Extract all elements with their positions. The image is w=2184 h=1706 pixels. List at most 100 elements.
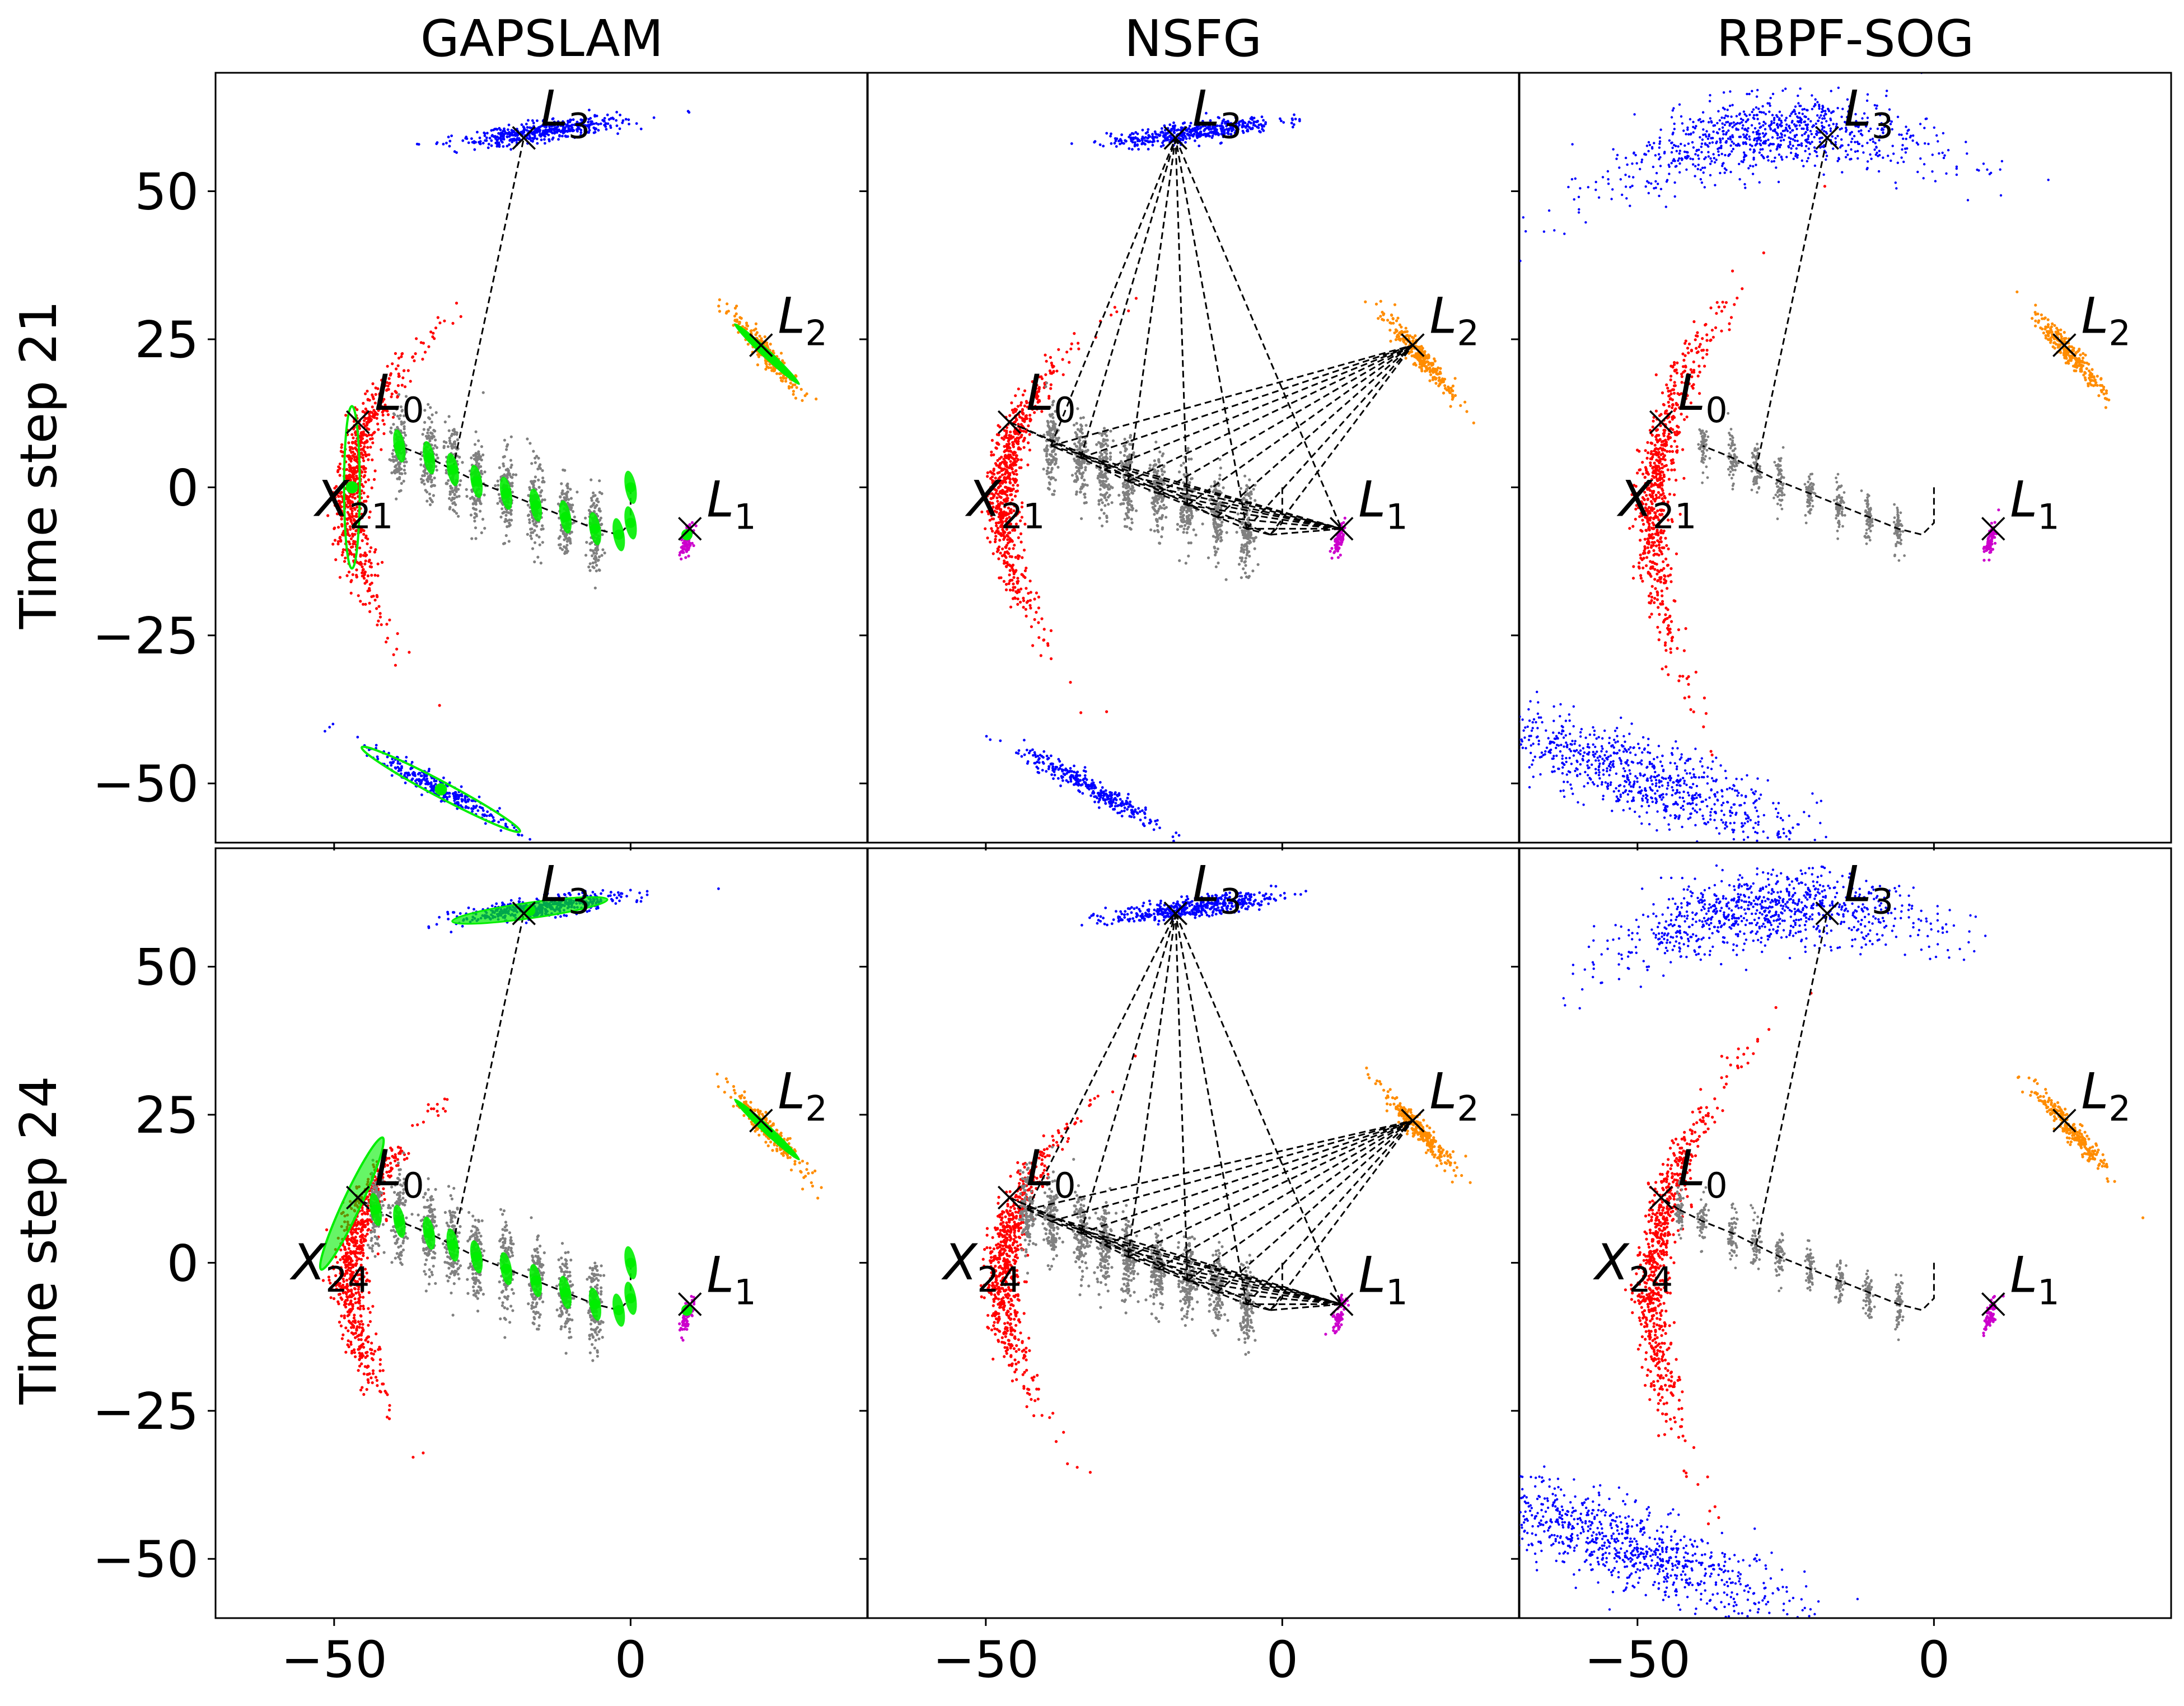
pose-sample-point: [1246, 537, 1250, 540]
landmark-L0-samples-point: [1020, 505, 1023, 509]
landmark-L0-samples-point: [347, 441, 350, 445]
landmark-L3-samples-point: [490, 144, 493, 147]
pose-sample-point: [432, 428, 436, 432]
landmark-L3-samples-point: [509, 148, 512, 151]
pose-sample-point: [1236, 512, 1240, 516]
landmark-L3-samples-point: [527, 137, 531, 141]
pose-sample-point: [456, 438, 459, 442]
landmark-L2-samples-point: [1413, 355, 1416, 358]
pose-sample-point: [428, 503, 432, 507]
landmark-L2-samples-point: [718, 310, 721, 313]
landmark-L3-samples-point: [502, 145, 505, 148]
landmark-L3-samples-point: [543, 131, 546, 134]
landmark-L3-samples-point: [586, 131, 590, 134]
landmark-L0-samples-point: [996, 459, 999, 462]
pose-sample-point: [455, 486, 458, 490]
landmark-L2-samples-point: [1404, 357, 1407, 360]
landmark-L0-samples-point: [333, 527, 336, 530]
landmark-L0-samples-point: [1019, 532, 1023, 536]
landmark-L3-samples-point: [1206, 134, 1210, 137]
landmark-L0-samples-point: [373, 550, 377, 554]
pose-sample-point: [597, 500, 600, 503]
landmark-L0-samples-point: [1013, 597, 1017, 600]
landmark-L3-samples-point: [1261, 125, 1264, 128]
landmark-L3-samples-point: [483, 134, 487, 137]
pose-sample-point: [419, 463, 423, 466]
landmark-L1-samples-point: [1335, 537, 1338, 540]
landmark-L2-samples-point: [1400, 325, 1403, 329]
landmark-L0-samples-point: [1007, 541, 1010, 545]
landmark-L3-ghost-samples-point: [1126, 797, 1129, 800]
landmark-L0-samples-point: [380, 448, 383, 451]
landmark-L3-ghost-samples-point: [1033, 753, 1037, 756]
landmark-L0-samples-point: [372, 409, 376, 412]
landmark-L0-samples-point: [390, 392, 394, 396]
landmark-L3-samples-point: [1199, 130, 1203, 134]
landmark-L0-samples-point: [324, 503, 328, 507]
pose-sample-point: [532, 522, 536, 526]
pose-sample-point: [429, 485, 433, 488]
landmark-L3-ghost-samples-point: [517, 833, 520, 836]
pose-sample-point: [1243, 543, 1247, 546]
landmark-L0-samples-point: [335, 512, 339, 516]
landmark-L0-samples-point: [1050, 363, 1054, 367]
landmark-L0-samples-point: [362, 602, 365, 606]
landmark-L3-samples-point: [1166, 136, 1169, 139]
landmark-L3-samples-point: [502, 138, 506, 141]
pose-sample-point: [481, 453, 485, 457]
landmark-L2-samples-point: [1423, 360, 1427, 363]
landmark-L0-samples-point: [1012, 509, 1016, 513]
landmark-L0-samples-point: [984, 494, 988, 497]
pose-label: X21: [313, 470, 393, 536]
pose-sample-point: [565, 496, 569, 499]
landmark-L0-samples-point: [359, 553, 362, 557]
landmark-L2-samples-point: [1379, 300, 1382, 303]
pose-mean-dot: [614, 530, 624, 540]
landmark-L2-samples-point: [1459, 404, 1462, 407]
landmark-L0-samples-point: [348, 476, 351, 479]
landmark-L3-samples-point: [540, 134, 543, 137]
landmark-L0-samples-point: [1007, 506, 1010, 510]
landmark-L0-samples-point: [1016, 489, 1019, 493]
landmark-L0-samples-point: [422, 342, 425, 345]
landmark-L3-ghost-samples-point: [1050, 754, 1053, 758]
landmark-L0-samples-point: [385, 389, 389, 392]
landmark-L3-ghost-samples-point: [426, 780, 429, 783]
landmark-L3-ghost-samples-point: [488, 814, 491, 817]
landmark-L0-samples-point: [369, 437, 372, 441]
landmark-L3-ghost-samples-point: [1091, 779, 1094, 782]
landmark-L0-samples-point: [1009, 450, 1013, 453]
landmark-L0-samples-point: [365, 454, 369, 457]
landmark-L3-samples-point: [1196, 128, 1200, 130]
landmark-L0-samples-point: [994, 480, 998, 484]
pose-sample-point: [590, 504, 593, 508]
landmark-L0-samples-point: [1113, 306, 1116, 309]
landmark-L2-samples-point: [792, 392, 795, 396]
landmark-L0-samples-point: [370, 411, 374, 414]
measurement-line-L3: [452, 138, 525, 470]
pose-sample-point: [480, 445, 484, 448]
pose-sample-point: [584, 554, 588, 557]
landmark-L0-samples-point: [1001, 460, 1004, 464]
landmark-L0-samples-point: [352, 527, 355, 530]
landmark-L3-samples-point: [497, 132, 500, 135]
landmark-label-base: L: [778, 287, 805, 345]
pose-sample-point: [455, 495, 459, 499]
landmark-L3-samples-point: [536, 128, 540, 132]
landmark-L0-samples-point: [994, 492, 998, 495]
landmark-L0-samples-point: [351, 474, 354, 477]
landmark-L0-samples-point: [1008, 573, 1011, 577]
pose-sample-point: [1242, 536, 1246, 540]
pose-sample-point: [395, 408, 399, 411]
landmark-L2-gaussian: [734, 323, 800, 385]
landmark-L3-ghost-samples-point: [1051, 763, 1054, 765]
landmark-L3-ghost-samples-point: [1061, 779, 1064, 782]
landmark-L2-samples-point: [1414, 334, 1417, 338]
landmark-L3-ghost-samples-point: [1067, 780, 1070, 784]
landmark-L0-samples-point: [1009, 517, 1013, 521]
pose-sample-point: [533, 541, 537, 544]
landmark-L0-samples-point: [1016, 405, 1019, 408]
landmark-L3-ghost-samples-point: [400, 772, 403, 775]
landmark-L3-samples-point: [587, 126, 591, 129]
landmark-L3-samples-point: [1206, 125, 1210, 129]
